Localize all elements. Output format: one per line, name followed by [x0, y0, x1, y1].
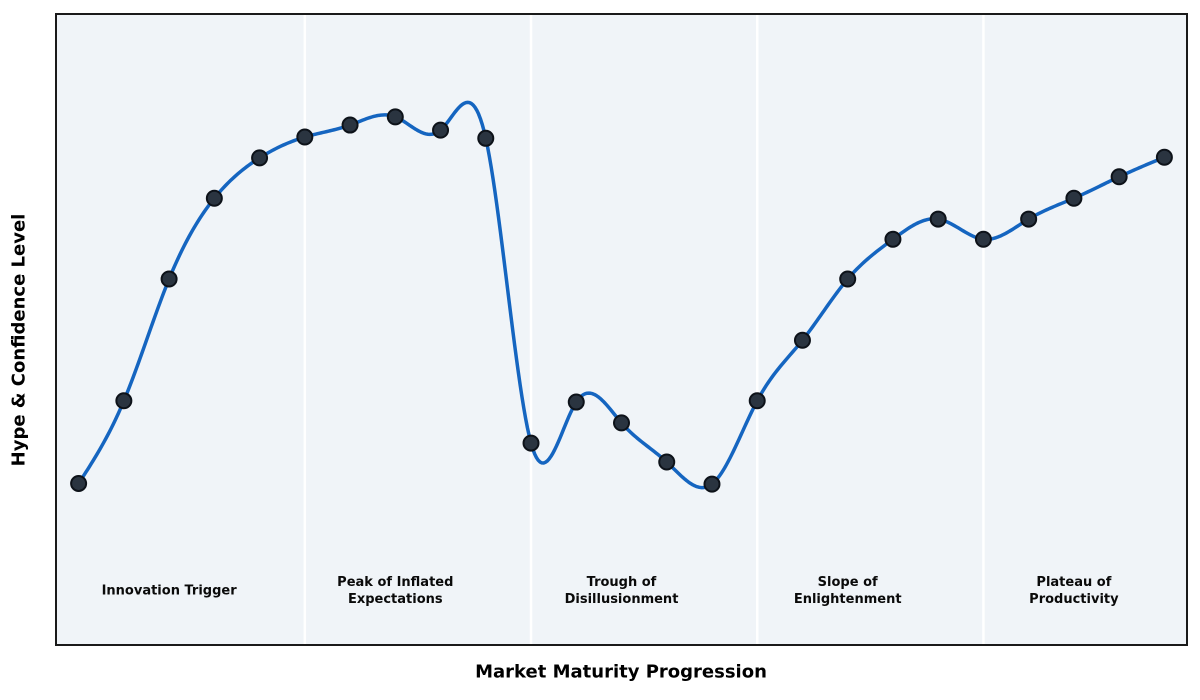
data-point-marker	[703, 475, 721, 493]
data-point-marker	[341, 116, 359, 134]
y-axis-label: Hype & Confidence Level	[8, 213, 30, 467]
data-point-marker	[884, 230, 902, 248]
x-axis-label: Market Maturity Progression	[475, 661, 767, 683]
data-point-marker	[296, 128, 314, 146]
data-point-marker	[1020, 210, 1038, 228]
axes-frame	[55, 13, 1188, 646]
data-point-marker	[1155, 148, 1173, 166]
data-point-marker	[160, 270, 178, 288]
data-point-marker	[613, 414, 630, 432]
data-point-marker	[205, 189, 223, 207]
phase-label-innovation-trigger: Innovation Trigger	[101, 583, 237, 599]
data-point-marker	[522, 434, 540, 452]
phase-label-slope-of-enlightenment: Slope of Enlightenment	[793, 575, 902, 607]
data-point-marker	[839, 270, 857, 288]
data-point-marker	[432, 121, 450, 139]
data-point-marker	[1065, 189, 1083, 207]
data-point-marker	[386, 108, 404, 126]
data-point-marker	[567, 393, 585, 411]
phase-label-plateau-of-productivity: Plateau of Productivity	[1029, 575, 1119, 607]
data-point-marker	[748, 392, 766, 410]
plot-area	[56, 14, 1187, 645]
data-point-marker	[1110, 168, 1128, 186]
data-point-marker	[70, 474, 88, 492]
data-point-marker	[477, 129, 495, 147]
data-point-marker	[115, 392, 133, 410]
data-point-marker	[658, 453, 676, 471]
data-point-marker	[793, 331, 811, 349]
data-point-marker	[251, 149, 269, 167]
data-point-marker	[929, 210, 947, 228]
data-point-marker	[974, 230, 992, 248]
phase-label-peak-of-inflated-expectations: Peak of Inflated Expectations	[337, 575, 454, 607]
phase-label-trough-of-disillusionment: Trough of Disillusionment	[564, 575, 679, 607]
